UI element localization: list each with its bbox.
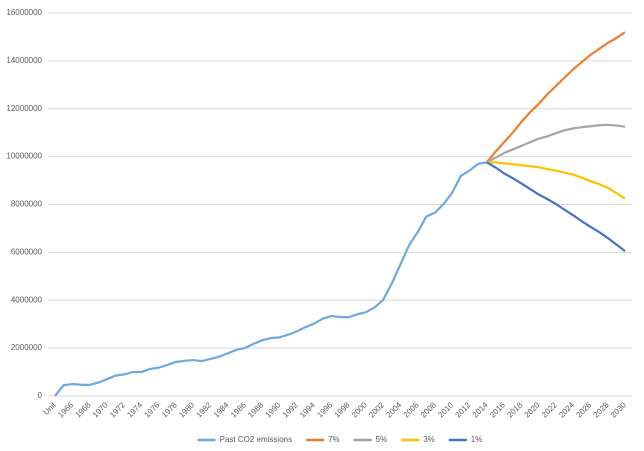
x-tick-label: 1982 <box>194 400 213 419</box>
series-line <box>486 161 626 253</box>
y-tick-label: 8000000 <box>11 200 43 209</box>
y-tick-label: 0 <box>38 391 43 400</box>
y-tick-label: 16000000 <box>6 8 42 17</box>
x-tick-label: Unit <box>41 400 58 417</box>
x-tick-label: 1972 <box>108 400 127 419</box>
x-tick-label: 1996 <box>315 400 334 419</box>
x-tick-label: 1978 <box>160 400 179 419</box>
x-tick-label: 1974 <box>125 400 144 419</box>
x-tick-label: 2004 <box>384 400 403 419</box>
x-tick-label: 1970 <box>91 400 110 419</box>
legend-label: 1% <box>471 435 483 444</box>
x-tick-label: 2024 <box>557 400 576 419</box>
legend-label: 5% <box>376 435 388 444</box>
x-tick-label: 1992 <box>281 400 300 419</box>
x-tick-label: 2020 <box>523 400 542 419</box>
x-tick-label: 1968 <box>74 400 93 419</box>
legend-label: Past CO2 emissions <box>220 435 292 444</box>
x-tick-label: 1966 <box>56 400 75 419</box>
y-tick-label: 10000000 <box>6 152 42 161</box>
x-tick-label: 1986 <box>229 400 248 419</box>
x-tick-label: 2002 <box>367 400 386 419</box>
y-tick-label: 6000000 <box>11 247 43 256</box>
legend-label: 3% <box>423 435 435 444</box>
x-tick-label: 1998 <box>333 400 352 419</box>
x-tick-label: 2012 <box>454 400 473 419</box>
x-tick-label: 2006 <box>402 400 421 419</box>
x-tick-label: 2010 <box>436 400 455 419</box>
x-tick-label: 2022 <box>540 400 559 419</box>
series-line <box>54 161 488 397</box>
x-tick-label: 2026 <box>574 400 593 419</box>
x-tick-label: 2016 <box>488 400 507 419</box>
x-tick-label: 2000 <box>350 400 369 419</box>
x-tick-label: 1980 <box>177 400 196 419</box>
series-line <box>485 31 626 164</box>
series-line <box>486 161 626 200</box>
x-tick-label: 2008 <box>419 400 438 419</box>
y-tick-label: 4000000 <box>11 295 43 304</box>
x-tick-label: 1988 <box>246 400 265 419</box>
series-line <box>486 123 626 164</box>
x-tick-label: 2028 <box>592 400 611 419</box>
y-tick-label: 12000000 <box>6 104 42 113</box>
legend-label: 7% <box>328 435 340 444</box>
y-tick-label: 14000000 <box>6 56 42 65</box>
x-tick-label: 1994 <box>298 400 317 419</box>
x-tick-label: 2030 <box>609 400 628 419</box>
x-tick-label: 1984 <box>212 400 231 419</box>
x-tick-label: 2018 <box>505 400 524 419</box>
x-tick-label: 2014 <box>471 400 490 419</box>
x-tick-label: 1976 <box>143 400 162 419</box>
y-tick-label: 2000000 <box>11 343 43 352</box>
x-tick-label: 1990 <box>264 400 283 419</box>
legend: Past CO2 emissions 7% 5% 3% 1% <box>197 435 483 444</box>
